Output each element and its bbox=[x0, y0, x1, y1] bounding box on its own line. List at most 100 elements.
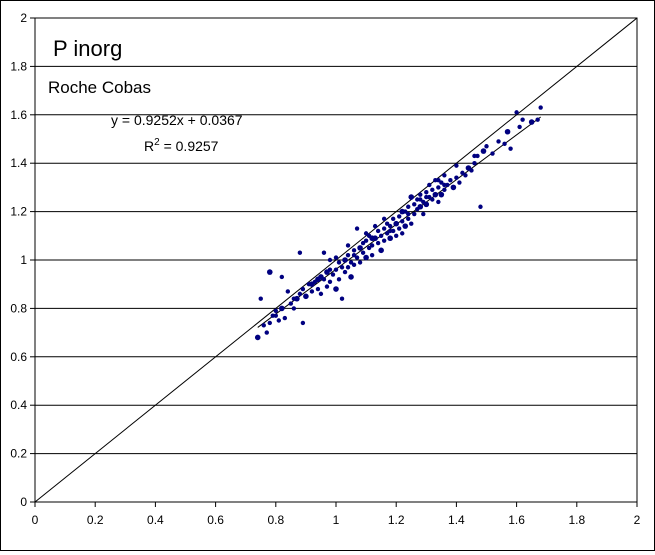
data-point bbox=[517, 124, 522, 130]
data-point bbox=[357, 260, 363, 265]
data-point bbox=[445, 182, 450, 188]
data-point bbox=[369, 235, 375, 242]
data-point bbox=[478, 204, 483, 209]
y-tick-label: 2 bbox=[20, 11, 27, 25]
data-point bbox=[430, 197, 435, 202]
data-point bbox=[254, 334, 261, 341]
data-point bbox=[393, 220, 400, 227]
data-point bbox=[436, 177, 441, 183]
data-point bbox=[433, 177, 438, 183]
data-point bbox=[409, 221, 414, 226]
data-point bbox=[528, 119, 535, 125]
data-point bbox=[432, 191, 439, 198]
r-squared-label: R2 = 0.9257 bbox=[144, 137, 219, 154]
data-point bbox=[342, 269, 348, 275]
data-point bbox=[266, 269, 273, 275]
data-point bbox=[430, 187, 435, 193]
data-point bbox=[297, 291, 303, 297]
data-point bbox=[324, 284, 330, 289]
data-point bbox=[384, 231, 390, 236]
data-point bbox=[399, 208, 406, 215]
y-tick-label: 1.8 bbox=[10, 59, 27, 73]
data-point bbox=[418, 197, 423, 202]
data-point bbox=[339, 296, 345, 301]
data-point bbox=[423, 201, 430, 208]
data-point bbox=[387, 235, 393, 242]
data-point bbox=[378, 247, 384, 254]
data-point bbox=[267, 320, 272, 326]
x-tick-label: 1.8 bbox=[568, 513, 585, 527]
chart-subtitle: Roche Cobas bbox=[48, 78, 151, 97]
y-tick-label: 0.8 bbox=[10, 301, 27, 315]
data-point bbox=[333, 255, 339, 260]
data-point bbox=[330, 272, 336, 277]
data-point bbox=[400, 219, 405, 224]
data-point bbox=[436, 199, 441, 205]
data-point bbox=[360, 250, 366, 255]
data-point bbox=[258, 296, 263, 301]
data-point bbox=[309, 289, 315, 294]
x-tick-label: 0 bbox=[32, 513, 39, 527]
data-point bbox=[297, 250, 303, 255]
data-point bbox=[363, 238, 369, 243]
x-tick-label: 0.6 bbox=[207, 513, 224, 527]
data-point bbox=[327, 267, 333, 272]
data-point bbox=[406, 211, 411, 217]
point-layer bbox=[254, 105, 543, 341]
data-point bbox=[345, 265, 351, 270]
data-point bbox=[360, 240, 366, 246]
r-squared-prefix: R bbox=[144, 138, 154, 154]
x-tick-label: 2 bbox=[634, 513, 641, 527]
data-point bbox=[351, 262, 357, 268]
data-point bbox=[300, 286, 306, 292]
data-point bbox=[300, 320, 306, 326]
data-point bbox=[496, 139, 501, 144]
data-point bbox=[372, 223, 378, 229]
data-point bbox=[315, 286, 321, 292]
y-tick-label: 0.6 bbox=[10, 350, 27, 364]
data-point bbox=[369, 252, 375, 258]
x-tick-label: 0.4 bbox=[147, 513, 164, 527]
data-point bbox=[339, 265, 345, 270]
data-point bbox=[417, 203, 424, 210]
data-point bbox=[400, 231, 405, 236]
data-point bbox=[427, 182, 432, 188]
data-point bbox=[348, 274, 354, 280]
data-point bbox=[397, 226, 402, 231]
data-point bbox=[406, 216, 411, 222]
data-point bbox=[354, 255, 360, 260]
data-point bbox=[424, 194, 429, 200]
data-point bbox=[538, 105, 543, 110]
regression-equation: y = 0.9252x + 0.0367 bbox=[111, 112, 243, 128]
data-point bbox=[375, 240, 381, 246]
data-point bbox=[369, 243, 375, 248]
data-point bbox=[288, 301, 294, 306]
data-point bbox=[469, 168, 474, 173]
data-point bbox=[327, 257, 333, 263]
y-tick-label: 0.2 bbox=[10, 447, 27, 461]
data-point bbox=[270, 313, 275, 318]
data-point bbox=[535, 117, 540, 122]
data-point bbox=[454, 175, 459, 180]
data-point bbox=[480, 148, 487, 154]
data-point bbox=[463, 173, 468, 178]
data-point bbox=[412, 211, 417, 217]
data-point bbox=[348, 260, 354, 265]
data-point bbox=[442, 187, 447, 193]
data-point bbox=[264, 330, 269, 335]
y-tick-label: 1.6 bbox=[10, 108, 27, 122]
data-point bbox=[424, 190, 429, 195]
y-tick-label: 0.4 bbox=[10, 398, 27, 412]
data-point bbox=[504, 128, 511, 135]
data-point bbox=[520, 117, 525, 122]
x-tick-label: 1 bbox=[333, 513, 340, 527]
data-point bbox=[321, 250, 327, 255]
data-point bbox=[381, 216, 387, 222]
data-point bbox=[318, 291, 324, 297]
data-point bbox=[363, 254, 369, 261]
data-point bbox=[321, 277, 327, 282]
data-point bbox=[273, 308, 278, 314]
data-point bbox=[484, 144, 489, 149]
data-point bbox=[448, 177, 453, 183]
